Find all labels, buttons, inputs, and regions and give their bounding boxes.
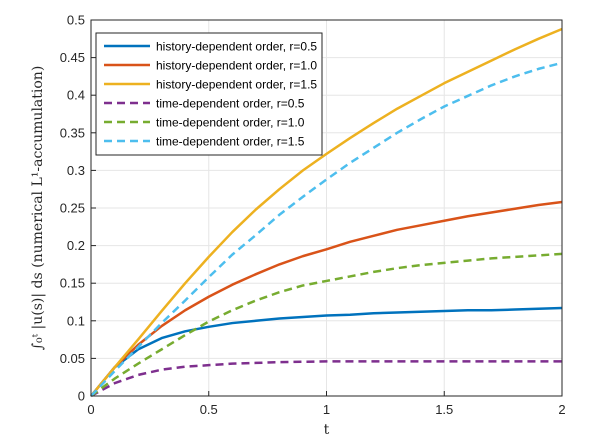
legend-entry-label: time-dependent order, r=1.5: [156, 135, 305, 149]
series-line-2: [90, 200, 563, 397]
x-tick-label: 0.5: [200, 402, 218, 417]
y-tick-label: 0.2: [67, 238, 85, 253]
y-tick-label: 0.4: [67, 88, 85, 103]
y-axis-label: ∫₀ᵗ |u(s)| ds (numerical L¹-accumulation…: [30, 66, 46, 351]
x-tick-label: 1: [323, 402, 330, 417]
y-axis-ticks: 0 0.05 0.1 0.15 0.2 0.25 0.3 0.35 0.4 0.45 0.5: [60, 13, 96, 404]
y-tick-label: 0.3: [67, 163, 85, 178]
legend-entry-label: time-dependent order, r=1.0: [156, 116, 305, 130]
legend-entry-label: history-dependent order, r=1.5: [156, 78, 317, 92]
y-tick-label: 0.1: [67, 313, 85, 328]
y-tick-label: 0.5: [67, 13, 85, 28]
x-tick-label: 0: [87, 402, 94, 417]
legend-entry-label: history-dependent order, r=0.5: [156, 40, 317, 54]
series-line-5: [90, 252, 563, 398]
series-line-3: [90, 27, 563, 397]
x-tick-label: 2: [558, 402, 565, 417]
legend: history-dependent order, r=0.5 history-de…: [95, 32, 323, 156]
y-tick-label: 0.15: [60, 276, 85, 291]
x-tick-label: 1.5: [435, 402, 453, 417]
series-line-4: [90, 360, 562, 398]
y-tick-label: 0.25: [60, 201, 85, 216]
x-axis-label: t: [324, 422, 330, 438]
series-lines: [90, 27, 563, 398]
legend-entry-label: history-dependent order, r=1.0: [156, 59, 317, 73]
y-tick-label: 0: [78, 389, 85, 404]
x-axis-ticks: 0 0.5 1 1.5 2: [87, 391, 566, 417]
series-line-1: [90, 306, 563, 397]
y-tick-label: 0.05: [60, 351, 85, 366]
legend-box: [95, 32, 323, 156]
y-tick-label: 0.35: [60, 125, 85, 140]
y-tick-label: 0.45: [60, 50, 85, 65]
legend-entry-label: time-dependent order, r=0.5: [156, 97, 305, 111]
